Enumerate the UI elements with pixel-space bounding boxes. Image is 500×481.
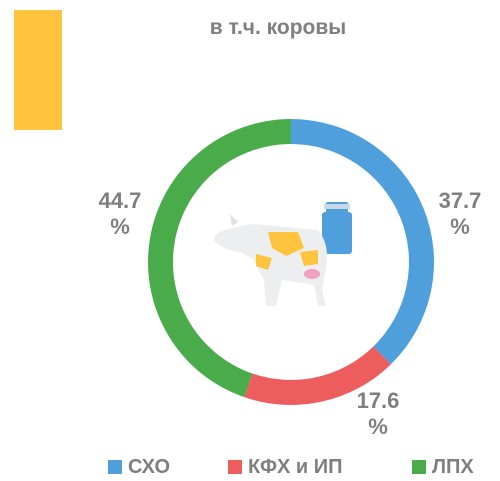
donut-segment <box>148 119 291 398</box>
cow-icon <box>214 202 352 306</box>
data-label: 17.6 % <box>356 388 400 439</box>
legend-label: СХО <box>128 456 171 478</box>
legend-item: КФХ и ИП <box>228 456 343 479</box>
data-label: 37.7 % <box>438 188 482 239</box>
accent-bar <box>14 10 62 130</box>
legend-item: СХО <box>108 456 170 479</box>
legend-item: ЛПХ <box>412 456 474 479</box>
legend-swatch <box>228 460 242 474</box>
chart-title: в т.ч. коровы <box>209 16 347 39</box>
legend-label: КФХ и ИП <box>248 456 343 478</box>
donut-segment <box>244 346 391 405</box>
data-label: 44.7 % <box>98 188 142 239</box>
legend-label: ЛПХ <box>432 456 474 478</box>
legend-swatch <box>412 460 426 474</box>
donut-segment <box>291 119 434 365</box>
legend-swatch <box>108 460 122 474</box>
